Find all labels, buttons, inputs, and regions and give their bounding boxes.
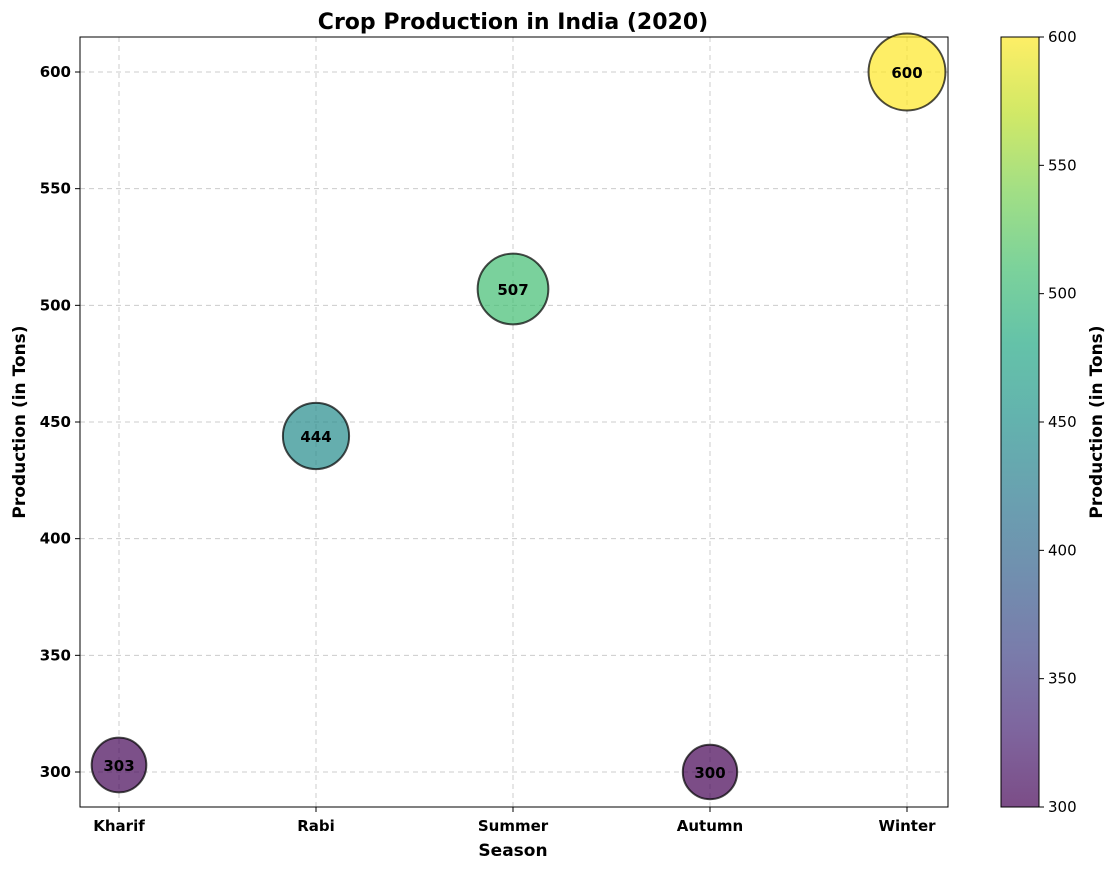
x-tick-label: Winter: [878, 817, 936, 835]
colorbar: [1000, 36, 1040, 808]
colorbar-tick-label: 450: [1048, 413, 1077, 431]
y-tick-label: 350: [40, 646, 71, 664]
colorbar-tick-label: 300: [1048, 798, 1077, 816]
bubble-value-label: 507: [497, 281, 528, 299]
y-axis-ticks: 300 350 400 450 500 550 600: [40, 63, 80, 781]
chart-title: Crop Production in India (2020): [318, 10, 708, 35]
colorbar-tick-label: 500: [1048, 285, 1077, 303]
bubble-rabi: [281, 401, 351, 471]
bubble-value-label: 300: [694, 764, 725, 782]
grid-lines: [80, 37, 948, 807]
colorbar-label: Production (in Tons): [1087, 325, 1107, 518]
colorbar-tick-label: 600: [1048, 28, 1077, 46]
y-tick-label: 500: [40, 296, 71, 314]
x-tick-label: Autumn: [677, 817, 743, 835]
bubble-value-label: 444: [300, 428, 331, 446]
y-tick-label: 400: [40, 530, 71, 548]
y-tick-label: 550: [40, 180, 71, 198]
bubble-value-label: 600: [891, 64, 922, 82]
colorbar-tick-label: 400: [1048, 541, 1077, 559]
y-axis-label: Production (in Tons): [10, 325, 30, 518]
colorbar-tick-label: 550: [1048, 156, 1077, 174]
bubble-value-label: 303: [103, 757, 134, 775]
bubble-kharif: [90, 736, 148, 794]
x-axis-label: Season: [478, 841, 547, 861]
y-tick-label: 600: [40, 63, 71, 81]
y-tick-label: 300: [40, 763, 71, 781]
x-tick-label: Rabi: [297, 817, 335, 835]
bubble-summer: [476, 252, 550, 326]
bubble-series: 303 444 507 300 600: [90, 32, 947, 801]
x-tick-label: Kharif: [93, 817, 145, 835]
bubble-winter: [867, 32, 947, 112]
bubble-autumn: [681, 743, 739, 801]
colorbar-ticks: 300 350 400 450 500 550 600: [1039, 28, 1077, 816]
colorbar-tick-label: 350: [1048, 670, 1077, 688]
y-tick-label: 450: [40, 413, 71, 431]
x-tick-label: Summer: [478, 817, 549, 835]
x-axis-ticks: Kharif Rabi Summer Autumn Winter: [93, 807, 936, 835]
